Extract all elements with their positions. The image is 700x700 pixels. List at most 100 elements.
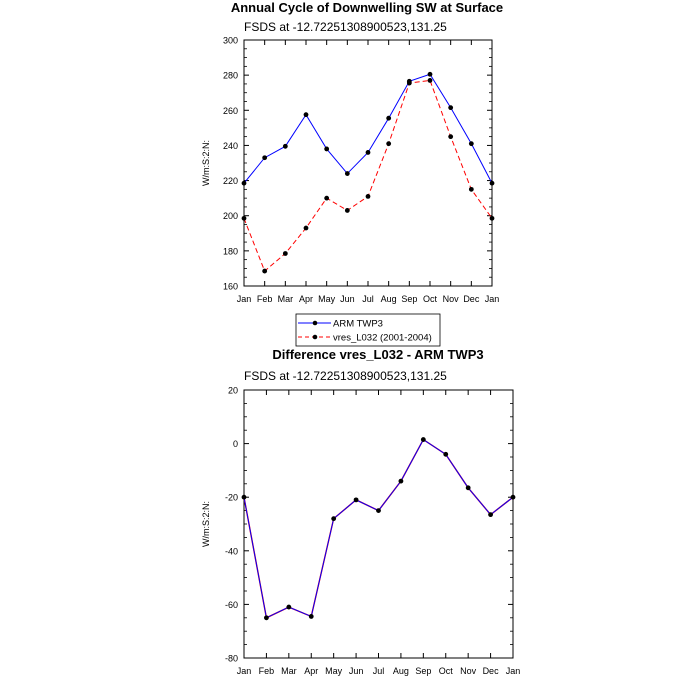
chart1-series-1-point — [303, 225, 309, 231]
chart1-series-1-point — [489, 215, 495, 221]
chart1-xtick-label: Mar — [278, 294, 294, 304]
chart1-xtick-label: Jul — [362, 294, 374, 304]
chart1-ytick-label: 300 — [223, 36, 238, 46]
chart2-xtick-label: Apr — [304, 666, 318, 676]
chart1-ytick-label: 160 — [223, 282, 238, 292]
chart2-subtitle: FSDS at -12.72251308900523,131.25 — [244, 369, 447, 383]
chart2-series-0-point — [488, 512, 493, 518]
chart2-xtick-label: Oct — [439, 666, 454, 676]
chart1-xtick-label: Apr — [299, 294, 313, 304]
chart1-subtitle: FSDS at -12.72251308900523,131.25 — [244, 20, 447, 34]
chart1-xtick-label: Dec — [463, 294, 480, 304]
chart2-series-0-point — [443, 451, 449, 457]
chart2-series-0-line — [243, 438, 514, 619]
chart2-y-axis-label: W/m:S:2:N: — [201, 501, 211, 547]
chart1-series-1-point — [365, 193, 371, 199]
chart1-xtick-label: Jan — [237, 294, 252, 304]
chart1-series-0-point — [386, 115, 392, 121]
chart1-series-1-point — [386, 141, 392, 147]
chart2-xtick-label: May — [325, 666, 343, 676]
chart-difference: Difference vres_L032 - ARM TWP3 FSDS at … — [201, 347, 520, 676]
chart2-plot-frame — [243, 389, 514, 659]
chart1-series-0-point — [324, 146, 330, 152]
chart2-xtick-label: Jan — [506, 666, 521, 676]
chart1-xtick-label: Feb — [257, 294, 273, 304]
chart2-series-0-point — [241, 494, 247, 500]
chart1-series-0-point — [365, 150, 371, 155]
chart2-ytick-label: -20 — [225, 493, 238, 503]
chart1-plot-frame — [243, 39, 493, 287]
chart1-ytick-label: 240 — [223, 141, 238, 151]
chart2-xtick-label: Aug — [393, 666, 409, 676]
chart1-ytick-label: 280 — [223, 71, 238, 81]
chart2-xtick-label: Mar — [281, 666, 297, 676]
chart1-series-1-point — [262, 268, 268, 274]
chart1-series-0-point — [489, 180, 495, 186]
chart1-series-0-point — [303, 112, 309, 118]
chart1-xtick-label: Nov — [443, 294, 460, 304]
chart1-series-0-point — [282, 143, 288, 149]
chart2-series-0-point — [376, 508, 381, 513]
chart2-xtick-label: Sep — [415, 666, 431, 676]
chart1-series-0-line — [243, 73, 493, 184]
chart2-series-0-point — [353, 497, 359, 503]
legend-marker-model — [312, 334, 318, 340]
chart2-series-0-point — [286, 604, 292, 610]
chart1-series-0-point — [262, 155, 268, 161]
chart2-xtick-label: Jul — [373, 666, 385, 676]
chart1-series-1-point — [344, 208, 350, 213]
chart2-series-0-line-overlay — [243, 438, 514, 619]
chart1-series-1-point — [282, 251, 288, 256]
chart1-ytick-label: 220 — [223, 176, 238, 186]
chart1-series-1-point — [468, 186, 474, 192]
chart1-xtick-label: Aug — [381, 294, 397, 304]
chart1-series-0-point — [448, 105, 454, 111]
chart2-xtick-label: Nov — [460, 666, 477, 676]
chart2-xtick-label: Jan — [237, 666, 252, 676]
legend-label-model: vres_L032 (2001-2004) — [333, 333, 432, 344]
chart2-series-0-point — [308, 614, 314, 619]
chart1-series-1-point — [406, 80, 412, 86]
chart2-ytick-label: -80 — [225, 654, 238, 664]
chart2-series-0-point — [264, 615, 269, 621]
chart-annual-cycle: Annual Cycle of Downwelling SW at Surfac… — [201, 0, 503, 347]
chart1-xtick-label: Oct — [423, 294, 438, 304]
chart1-xtick-label: Sep — [401, 294, 417, 304]
chart1-series-0-point — [344, 171, 350, 176]
chart2-series-0-point — [510, 494, 516, 500]
chart2-xtick-label: Dec — [483, 666, 500, 676]
chart2-ytick-label: 20 — [228, 386, 238, 396]
chart2-ticks: -80 -60 -40 -20 0 20 Jan Feb Mar Apr May Jun Jul Aug S… — [225, 386, 520, 677]
chart1-series-1-line — [243, 79, 493, 272]
chart2-series-0-point — [465, 485, 471, 491]
chart1-y-axis-label: W/m:S:2:N: — [201, 140, 211, 186]
chart1-series-0-point — [241, 180, 247, 186]
chart1-ytick-label: 180 — [223, 246, 238, 256]
chart1-xtick-label: Jun — [340, 294, 355, 304]
chart2-title: Difference vres_L032 - ARM TWP3 — [272, 347, 483, 362]
chart1-series-0-point — [468, 141, 474, 147]
legend-marker-arm — [312, 320, 318, 326]
chart1-xtick-label: Jan — [485, 294, 500, 304]
chart2-ytick-label: -60 — [225, 600, 238, 610]
chart1-xtick-label: May — [318, 294, 336, 304]
chart1-series-1-point — [448, 134, 454, 140]
chart2-xtick-label: Jun — [349, 666, 364, 676]
chart1-series-1-point — [427, 78, 433, 83]
legend-label-arm: ARM TWP3 — [333, 319, 383, 330]
chart2-ytick-label: -40 — [225, 546, 238, 556]
chart1-series-1-point — [324, 195, 330, 201]
chart1-ticks: 160 180 200 220 240 260 280 300 Jan Feb Mar Apr May J… — [223, 36, 499, 305]
chart1-ytick-label: 260 — [223, 106, 238, 116]
chart1-legend: ARM TWP3 vres_L032 (2001-2004) — [295, 313, 441, 347]
chart1-series-1-point — [241, 215, 247, 221]
chart2-ytick-label: 0 — [233, 439, 238, 449]
chart1-title: Annual Cycle of Downwelling SW at Surfac… — [231, 0, 503, 15]
chart2-series-0-point — [331, 516, 337, 522]
chart2-xtick-label: Feb — [259, 666, 275, 676]
chart2-series — [241, 437, 516, 621]
chart1-series-0-point — [427, 71, 433, 77]
chart2-series-0-point — [398, 478, 404, 484]
chart2-series-0-point — [420, 437, 426, 442]
